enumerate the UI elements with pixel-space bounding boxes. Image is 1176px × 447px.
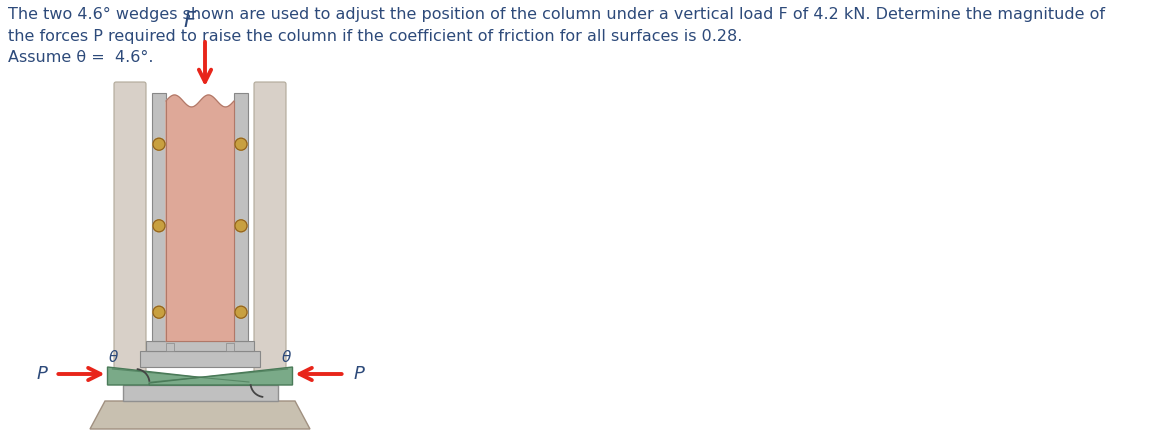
Circle shape (153, 220, 165, 232)
Circle shape (153, 138, 165, 150)
Bar (152, 93, 166, 341)
Circle shape (235, 220, 247, 232)
Bar (166, 343, 174, 351)
Bar (226, 343, 234, 351)
Polygon shape (91, 401, 310, 429)
Bar (140, 351, 260, 367)
Bar (146, 341, 254, 351)
Polygon shape (149, 367, 293, 385)
Circle shape (235, 138, 247, 150)
Circle shape (153, 306, 165, 318)
Polygon shape (107, 367, 250, 385)
FancyBboxPatch shape (114, 82, 146, 374)
Text: θ: θ (109, 350, 118, 365)
Bar (234, 93, 248, 341)
Polygon shape (166, 95, 234, 341)
Text: P: P (36, 365, 47, 383)
Text: F: F (183, 11, 195, 31)
FancyBboxPatch shape (254, 82, 286, 374)
Bar (122, 385, 278, 401)
Text: P: P (353, 365, 363, 383)
Text: The two 4.6° wedges shown are used to adjust the position of the column under a : The two 4.6° wedges shown are used to ad… (8, 7, 1105, 65)
Circle shape (235, 306, 247, 318)
Text: θ: θ (282, 350, 292, 365)
